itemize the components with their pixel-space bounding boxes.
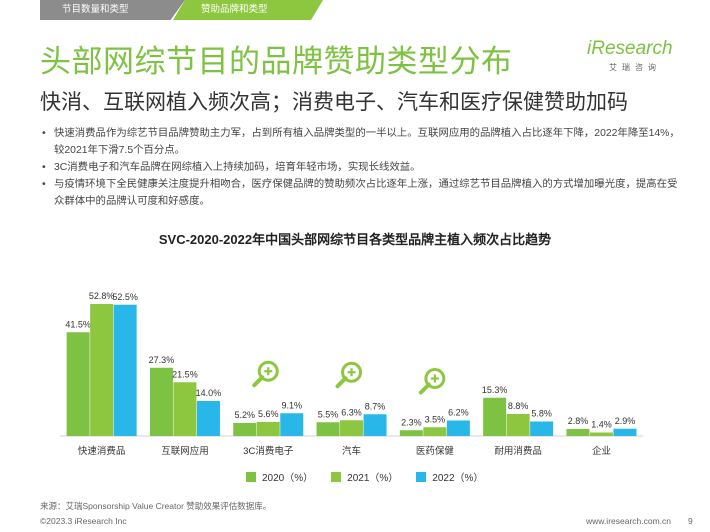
bar-2022 [363,414,387,436]
data-label: 9.1% [281,400,302,410]
copyright: ©2023.3 iResearch Inc [40,516,127,526]
bar-2020 [399,430,423,436]
legend-label-2022: 2022（%） [432,473,484,484]
bar-2021 [173,382,197,436]
page-subtitle: 快消、互联网植入频次高；消费电子、汽车和医疗保健赞助加码 [40,91,628,114]
data-label: 8.8% [508,401,529,411]
chart-title: SVC-2020-2022年中国头部网综节目各类型品牌主植入频次占比趋势 [158,232,552,247]
bar-2022 [530,421,554,436]
data-label: 6.3% [341,407,362,417]
data-label: 27.3% [149,355,175,365]
bar-2022 [113,304,137,436]
legend-item-2022: 2022（%） [416,469,483,484]
category-label: 快速消费品 [78,445,126,457]
bar-2021 [423,427,447,436]
legend-swatch-2020 [246,471,256,482]
legend-label-2020: 2020（%） [262,473,314,484]
bar-2022 [280,413,304,436]
category-label: 医药保健 [416,445,455,457]
page-number: 9 [688,516,693,526]
page-title: 头部网综节目的品牌赞助类型分布 [40,44,513,79]
bar-2021 [340,420,364,436]
data-label: 6.2% [448,408,469,418]
bullet-item: 与疫情环境下全民健康关注度提升相吻合，医疗保健品牌的赞助频次占比逐年上涨，通过综… [40,176,680,210]
bar-2020 [316,422,340,436]
zoom-icon [418,368,446,395]
website-url[interactable]: www.iresearch.com.cn [586,516,672,526]
legend-item-2021: 2021（%） [331,469,398,484]
category-label: 汽车 [342,445,361,457]
bullet-item: 3C消费电子和汽车品牌在网综植入上持续加码，培育年轻市场，实现长线效益。 [40,159,680,176]
bar-2021 [256,422,280,436]
data-label: 5.5% [318,409,339,419]
data-label: 14.0% [196,388,222,398]
data-label: 21.5% [172,369,198,379]
data-label: 5.6% [258,409,279,419]
bar-2020 [566,429,590,436]
data-label: 15.3% [482,385,508,395]
data-label: 52.8% [89,291,115,301]
chart-legend: 2020（%） 2021（%） 2022（%） [246,469,483,484]
legend-label-2021: 2021（%） [347,473,399,484]
bullet-item: 快速消费品作为综艺节目品牌赞助主力军，占到所有植入品牌类型的一半以上。互联网应用… [40,125,680,159]
bar-2022 [613,428,637,436]
data-label: 52.5% [112,292,138,302]
section-tabs: 节目数量和类型 赞助品牌和类型 [40,0,323,20]
bar-2020 [66,332,90,436]
iresearch-logo: iResearch 艾瑞咨询 [587,38,677,80]
data-label: 1.4% [591,420,612,430]
category-label: 3C消费电子 [243,445,294,457]
source-note: 来源：艾瑞Sponsorship Value Creator 赞助效果评估数据库… [40,501,272,511]
data-label: 41.5% [65,319,91,329]
bullet-list: 快速消费品作为综艺节目品牌赞助主力军，占到所有植入品牌类型的一半以上。互联网应用… [40,125,680,210]
zoom-icon [252,360,279,388]
data-label: 3.5% [425,414,446,424]
bar-2022 [196,401,220,436]
bar-2021 [589,432,613,436]
bar-chart: 41.5% 52.8%52.5% 快速消费品 27.3% 21.5% 14.0% 互联网应用… [60,291,644,457]
legend-swatch-2022 [416,471,427,482]
logo-sub: 艾瑞咨询 [609,63,661,72]
category-label: 互联网应用 [161,445,209,457]
bar-2021 [90,304,114,436]
bar-2020 [233,423,257,436]
bar-2022 [446,420,470,436]
data-label: 2.9% [615,416,636,426]
tab-program-count[interactable]: 节目数量和类型 [40,0,185,20]
tab-sponsor-brands[interactable]: 赞助品牌和类型 [173,0,323,20]
zoom-icon [335,361,363,389]
logo-mark: iResearch [587,38,673,59]
legend-item-2020: 2020（%） [246,469,313,484]
legend-swatch-2021 [331,471,342,482]
data-label: 8.7% [365,401,386,411]
data-label: 5.8% [531,409,552,419]
category-label: 耐用消费品 [494,445,542,457]
data-label: 2.3% [401,417,422,427]
bar-2020 [483,397,507,436]
data-label: 2.8% [568,416,589,426]
category-label: 企业 [592,445,611,457]
bar-2021 [506,414,530,436]
data-label: 5.2% [234,410,255,420]
bar-2020 [149,367,173,436]
